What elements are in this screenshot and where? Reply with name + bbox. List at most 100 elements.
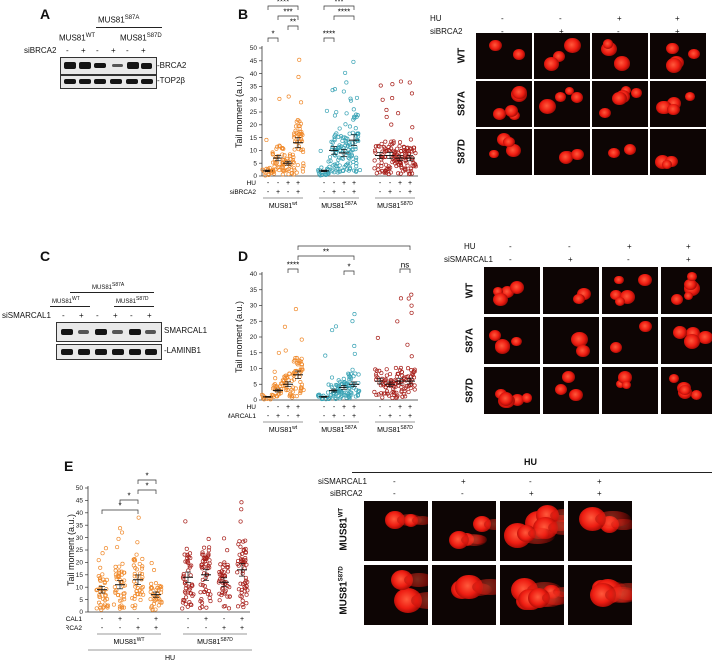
- y-axis-label: Tail moment (a.u.): [234, 301, 244, 373]
- data-point: [198, 590, 203, 595]
- data-point: [405, 145, 410, 150]
- data-point: [240, 571, 245, 576]
- data-point: [139, 590, 144, 595]
- y-tick-label: 15: [250, 350, 258, 357]
- data-point: [396, 171, 401, 176]
- row2-sign: -: [119, 625, 122, 632]
- data-point: [122, 583, 127, 588]
- chart-b: 0 5 10 15 20 25 30 35 40 45 50 Tail moment (a.u.) HU…: [230, 0, 418, 210]
- sig-bracket: [343, 270, 355, 275]
- data-point: [188, 573, 193, 578]
- data-point: [329, 375, 335, 380]
- data-point: [200, 550, 205, 555]
- data-point: [120, 561, 125, 566]
- y-tick-label: 25: [250, 318, 258, 325]
- sig-label: *: [127, 492, 130, 501]
- blot-a-top2b-membrane: [60, 75, 157, 89]
- data-point: [299, 137, 304, 142]
- group-label-sup: S87D: [400, 425, 413, 431]
- comet-image-tile: [432, 501, 496, 561]
- data-point: [323, 353, 328, 358]
- data-point: [220, 586, 225, 591]
- blot-c-laminb1-membrane: [56, 344, 162, 360]
- data-point: [399, 152, 404, 157]
- comet-nucleus: [488, 329, 502, 342]
- data-point: [298, 389, 303, 394]
- image-row-label: MUS81WT: [338, 507, 350, 551]
- comet-tail: [460, 533, 488, 547]
- data-point: [200, 559, 205, 564]
- row2-sign: +: [276, 413, 280, 420]
- blot-sign: -: [62, 311, 65, 320]
- data-point: [391, 386, 396, 391]
- data-point: [407, 171, 412, 176]
- data-point: [409, 146, 414, 151]
- data-point: [292, 147, 297, 152]
- data-point: [241, 539, 246, 544]
- data-point: [185, 559, 190, 564]
- data-point: [101, 605, 106, 610]
- data-point: [337, 169, 342, 174]
- group-label: MUS81S87D: [197, 637, 233, 646]
- data-point: [389, 122, 394, 127]
- img-b-hu-label: HU: [430, 14, 442, 23]
- data-point: [348, 161, 353, 166]
- row2-sign: +: [388, 413, 392, 420]
- data-point: [374, 392, 379, 398]
- data-point: [299, 382, 304, 387]
- data-point: [340, 138, 345, 143]
- data-point: [403, 158, 408, 163]
- data-point: [409, 292, 414, 297]
- data-point: [354, 168, 359, 173]
- data-point: [350, 367, 355, 372]
- comet-image-tile: [476, 33, 532, 79]
- data-point: [103, 593, 108, 598]
- comet-nucleus: [503, 136, 515, 147]
- comet-nucleus: [615, 297, 626, 307]
- sig-label: ***: [283, 8, 292, 17]
- data-point: [198, 582, 203, 587]
- sig-bracket: [399, 268, 411, 273]
- comet-image-tile: [484, 317, 540, 364]
- row1-sign: -: [267, 180, 270, 187]
- row1-sign: -: [267, 404, 270, 411]
- img-e-title-rule: [352, 472, 712, 473]
- row1-sign: +: [286, 404, 290, 411]
- data-point: [290, 385, 296, 390]
- comet-tail: [528, 527, 553, 539]
- row1-sign: -: [379, 404, 382, 411]
- data-point: [159, 590, 164, 595]
- blot-a-label-wt: MUS81WT: [59, 33, 96, 43]
- data-point: [382, 377, 387, 383]
- comet-nucleus: [510, 336, 522, 347]
- y-tick-label: 5: [253, 160, 257, 167]
- blot-c-header-s87a: MUS81S87A: [92, 282, 125, 292]
- data-point: [117, 604, 122, 609]
- data-point: [272, 171, 277, 176]
- data-point: [379, 141, 384, 146]
- data-point: [225, 594, 230, 599]
- data-point: [286, 94, 291, 99]
- comet-image-tile: [650, 129, 706, 175]
- data-point: [115, 545, 120, 550]
- data-point: [356, 134, 361, 139]
- image-row-label: WT: [464, 282, 476, 298]
- comet-nucleus: [571, 332, 588, 348]
- data-point: [245, 588, 250, 593]
- data-point: [326, 396, 331, 402]
- comet-nucleus: [403, 513, 419, 527]
- image-col-sign: -: [627, 255, 630, 264]
- blot-a-treatment-label: siBRCA2: [24, 46, 57, 55]
- data-point: [119, 569, 124, 574]
- data-point: [97, 576, 103, 581]
- data-point: [149, 561, 154, 566]
- data-point: [182, 598, 187, 603]
- blot-c-smarcal1-membrane: [56, 322, 162, 342]
- blot-a-header-s87a: MUS81S87A: [98, 15, 140, 25]
- data-point: [280, 172, 285, 177]
- data-point: [333, 132, 338, 138]
- sig-label: ****: [277, 0, 289, 7]
- data-point: [235, 570, 240, 575]
- comet-image-tile: [568, 501, 632, 561]
- row1-sign: +: [286, 180, 290, 187]
